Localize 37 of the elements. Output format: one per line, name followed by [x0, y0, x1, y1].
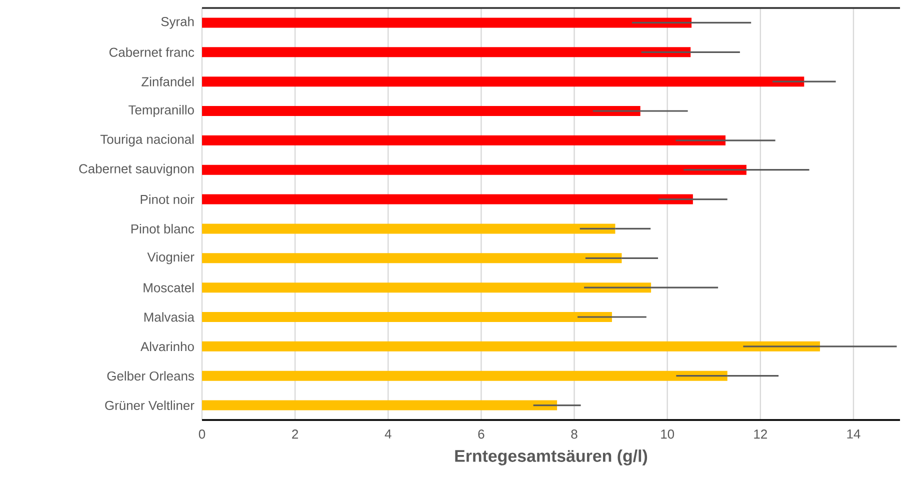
x-tick-label: 8	[571, 430, 578, 439]
bar	[202, 76, 804, 87]
bar	[202, 106, 640, 116]
bar	[202, 400, 558, 410]
x-axis-title: Erntegesamtsäuren (g/l)	[455, 450, 648, 466]
bar	[202, 253, 622, 264]
bar	[202, 164, 746, 175]
y-tick-label: Cabernet sauvignon	[79, 164, 194, 176]
bar	[202, 282, 652, 293]
x-tick-label: 10	[661, 430, 674, 439]
y-tick-label: Zinfandel	[142, 76, 194, 86]
bar	[202, 224, 616, 234]
bar	[202, 18, 692, 28]
bar	[202, 312, 612, 322]
y-tick-label: Touriga nacional	[100, 134, 194, 146]
y-tick-label: Viognier	[147, 252, 194, 264]
x-tick-label: 4	[384, 430, 392, 438]
y-tick-label: Alvarinho	[140, 342, 194, 352]
y-tick-label: Pinot blanc	[131, 224, 194, 234]
y-tick-label: Malvasia	[144, 312, 194, 322]
bar	[202, 47, 691, 58]
bar	[202, 135, 726, 146]
x-tick-label: 2	[292, 430, 298, 439]
x-tick-label: 14	[847, 430, 860, 438]
y-tick-label: Grüner Veltliner	[105, 400, 194, 410]
bar	[202, 194, 693, 204]
bar	[202, 370, 728, 381]
x-tick-label: 0	[198, 430, 206, 439]
y-tick-label: Tempranillo	[128, 104, 194, 118]
bar	[202, 341, 820, 352]
x-tick-label: 6	[478, 430, 484, 439]
x-tick-label: 12	[754, 430, 767, 439]
y-tick-label: Cabernet franc	[109, 47, 194, 57]
y-tick-label: Pinot noir	[140, 194, 194, 204]
y-tick-label: Gelber Orleans	[107, 371, 194, 381]
y-tick-label: Moscatel	[144, 282, 194, 292]
y-tick-label: Syrah	[161, 16, 194, 29]
